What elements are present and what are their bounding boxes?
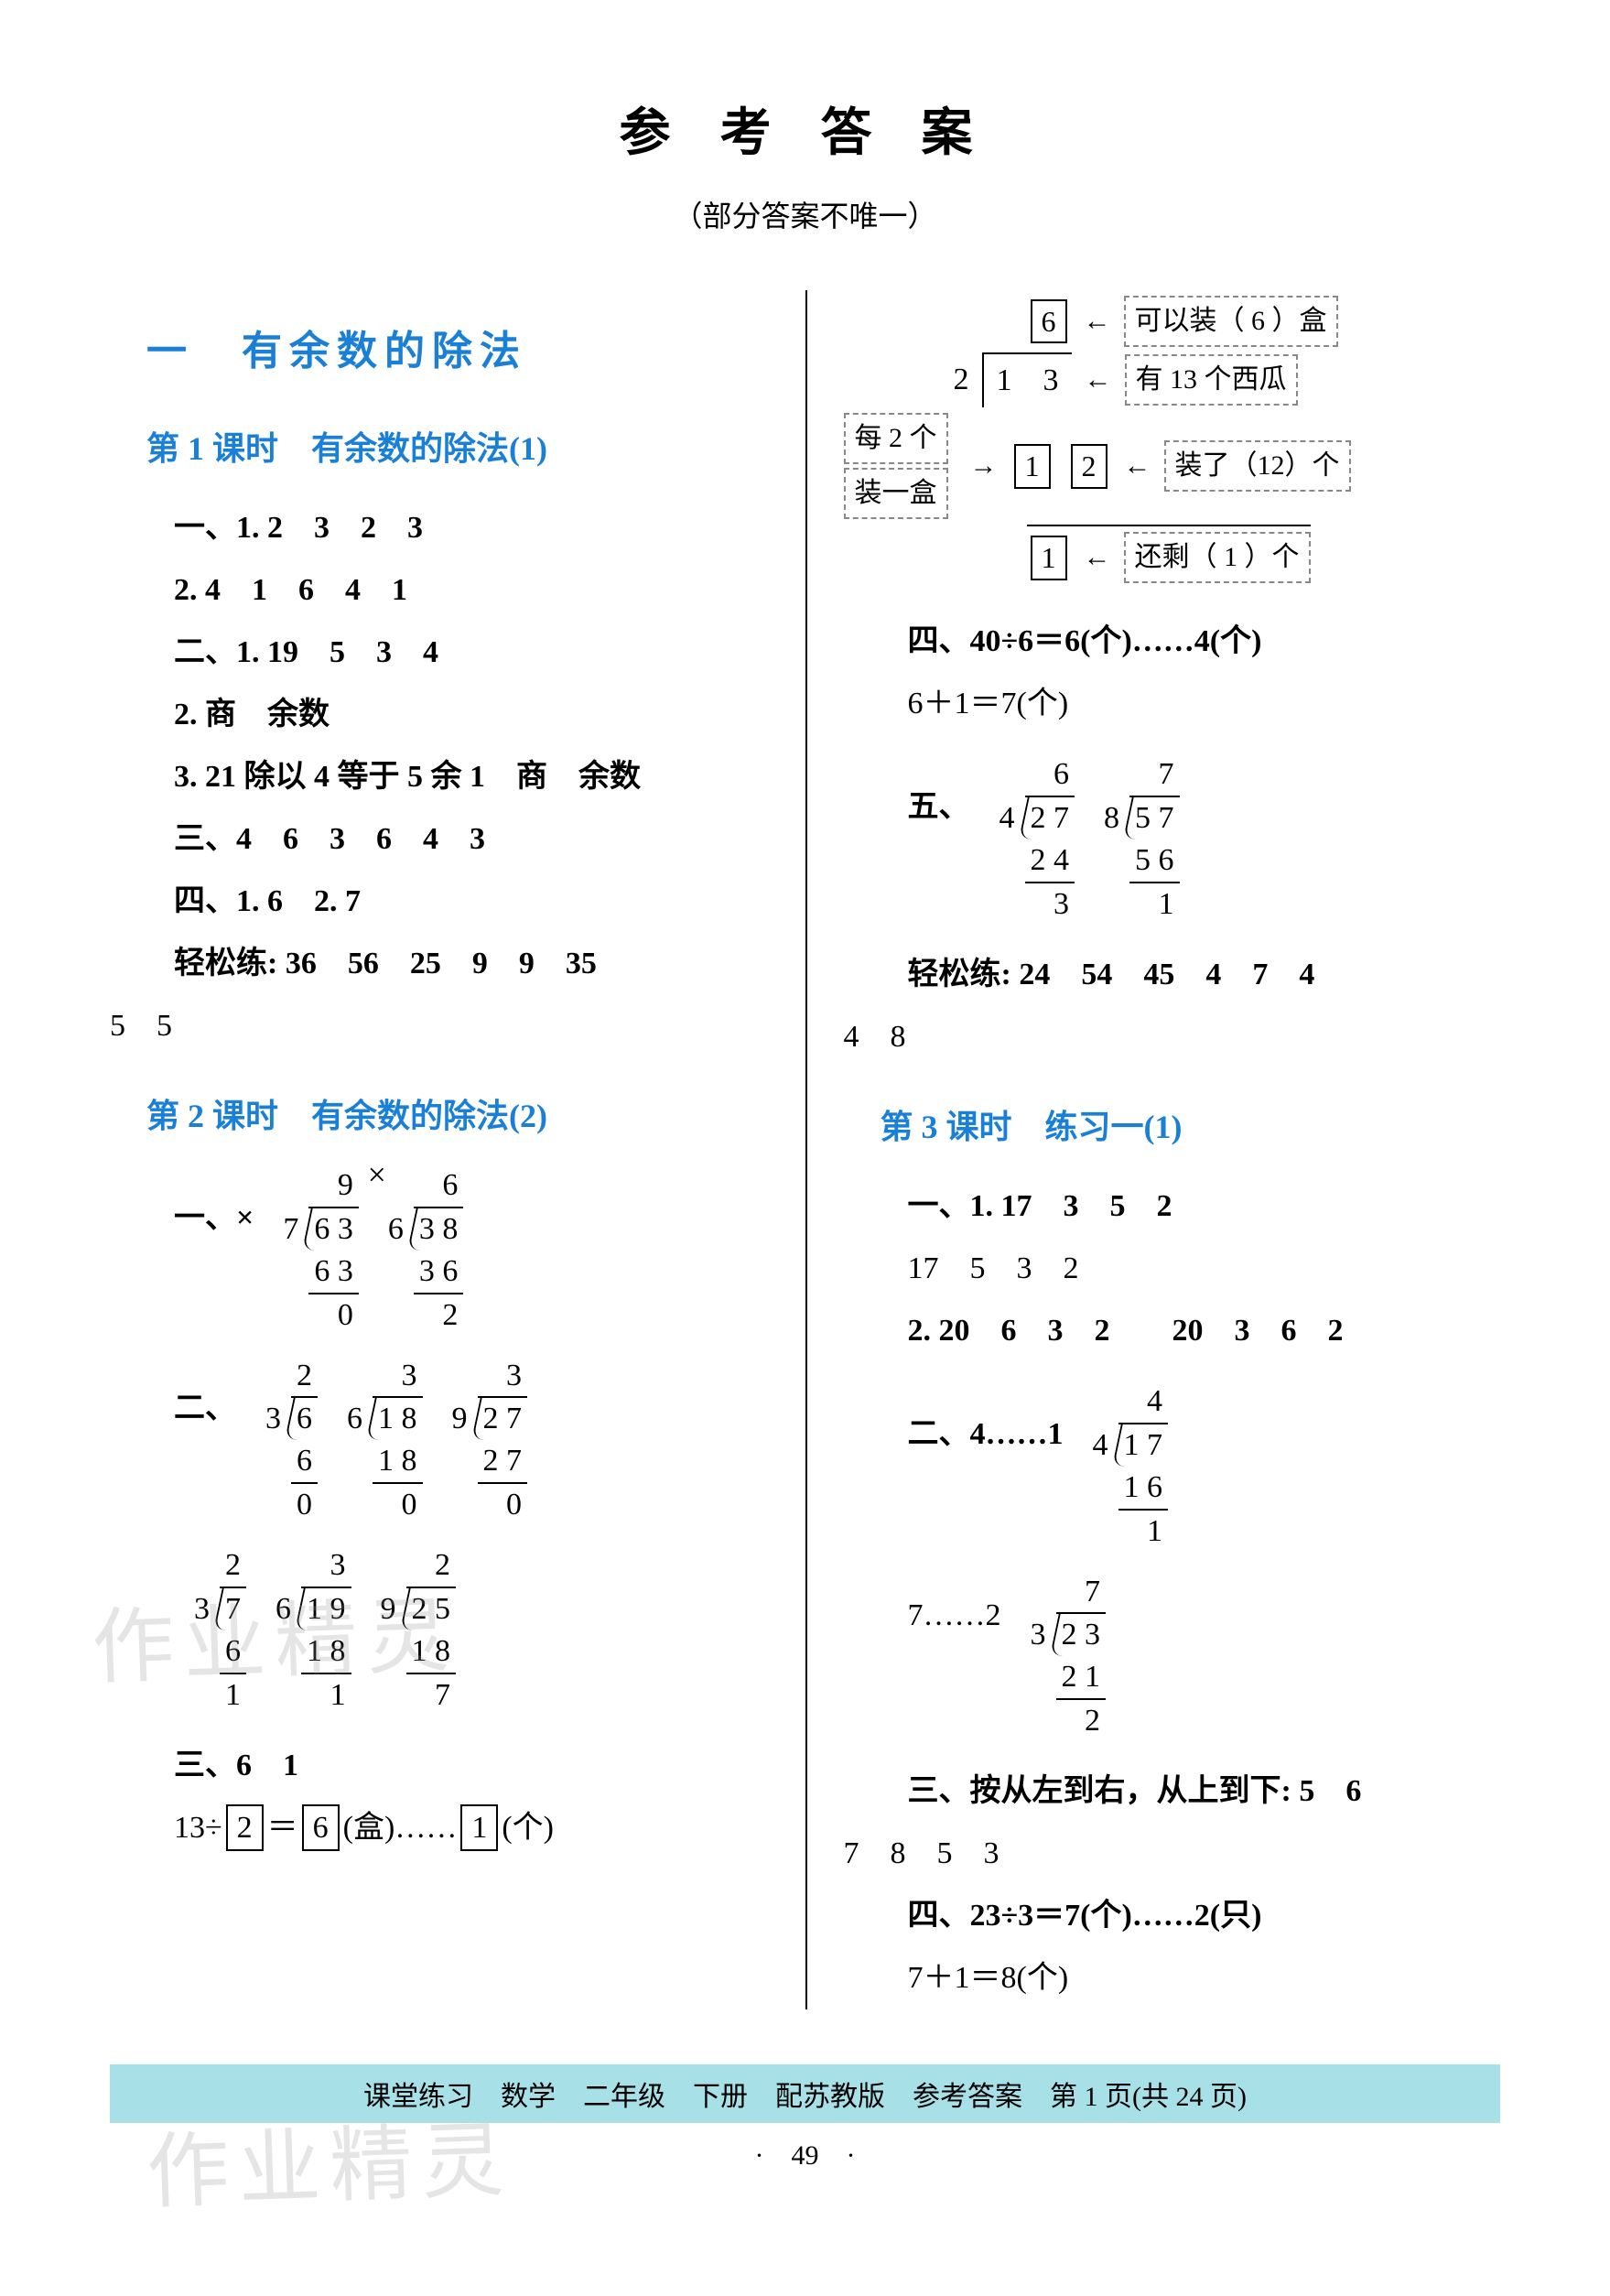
answer-line: 2. 20 6 3 2 20 3 6 2 <box>908 1300 1501 1362</box>
row-label: 一、× <box>174 1164 254 1237</box>
page-number: · 49 · <box>110 2132 1500 2172</box>
long-division: 4 41 7 1 6 1 <box>1118 1381 1169 1553</box>
annotation: 有 13 个西瓜 <box>1125 354 1298 406</box>
answer-line: 轻松练: 36 56 25 9 9 35 <box>174 933 769 995</box>
boxed-value: 6 <box>302 1804 340 1852</box>
answer-line: 5 5 <box>110 995 769 1057</box>
long-division: 7 32 3 2 1 2 <box>1056 1571 1107 1743</box>
answer-line: 2. 4 1 6 4 1 <box>174 559 769 622</box>
long-division: 2 36 6 0 <box>291 1355 318 1527</box>
row-label: 二、4……1 <box>908 1381 1064 1453</box>
long-division: 3 61 9 1 8 1 <box>301 1544 351 1717</box>
answer-line: 13÷2＝6(盒)……1(个) <box>174 1797 769 1859</box>
lesson1-heading: 第 1 课时 有余数的除法(1) <box>146 422 769 470</box>
boxed-value: 1 <box>1031 536 1067 580</box>
long-division-row: 五、 6 42 7 2 4 3 7 85 7 5 6 1 <box>908 753 1501 926</box>
long-division: 3 61 8 1 8 0 <box>373 1355 423 1527</box>
arrow-icon: ← <box>1085 358 1112 402</box>
answer-line: 4 8 <box>844 1006 1501 1068</box>
answer-line: 三、4 6 3 6 4 3 <box>174 808 769 871</box>
answer-line: 四、40÷6＝6(个)……4(个) <box>908 611 1501 673</box>
answer-line: 三、6 1 <box>174 1735 769 1797</box>
divisor: 2 <box>954 355 969 405</box>
answer-line: 一、1. 2 3 2 3 <box>174 497 769 559</box>
long-division-row: 一、× × 9 76 3 6 3 0 6 63 8 3 6 2 <box>174 1164 769 1337</box>
right-column: 6 ← 可以装（ 6 ）盒 2 1 3 ← 有 13 个西瓜 每 2 个 装一盒… <box>805 290 1501 2009</box>
answer-line: 四、23÷3＝7(个)……2(只) <box>908 1885 1501 1947</box>
answer-line: 3. 21 除以 4 等于 5 余 1 商 余数 <box>174 746 769 808</box>
dividend: 1 3 <box>982 352 1072 407</box>
annotation: 装了（12）个 <box>1164 440 1351 492</box>
answer-line: 7＋1＝8(个) <box>908 1947 1501 2009</box>
long-division: 3 92 7 2 7 0 <box>478 1355 528 1527</box>
long-division: 6 42 7 2 4 3 <box>1025 753 1075 926</box>
answer-line: 三、按从左到右，从上到下: 5 6 <box>908 1760 1501 1823</box>
answer-line: 7 8 5 3 <box>844 1823 1501 1885</box>
answer-line: 轻松练: 24 54 45 4 7 4 <box>908 944 1501 1006</box>
division-diagram: 6 ← 可以装（ 6 ）盒 2 1 3 ← 有 13 个西瓜 每 2 个 装一盒… <box>844 296 1501 583</box>
answer-line: 6＋1＝7(个) <box>908 673 1501 735</box>
answer-line: 四、1. 6 2. 7 <box>174 871 769 933</box>
long-division: 7 85 7 5 6 1 <box>1129 753 1180 926</box>
arrow-icon: ← <box>1084 299 1111 343</box>
boxed-value: 1 <box>460 1804 498 1852</box>
boxed-value: 2 <box>1071 444 1108 489</box>
row-label: 7……2 <box>908 1571 1001 1633</box>
row-label: 五、 <box>908 753 970 826</box>
chapter-heading: 一 有余数的除法 <box>146 318 769 376</box>
long-division: 9 76 3 6 3 0 <box>308 1164 359 1337</box>
long-division-row: 二、4……1 4 41 7 1 6 1 <box>908 1381 1501 1553</box>
answer-line: 二、1. 19 5 3 4 <box>174 622 769 684</box>
lesson3-heading: 第 3 课时 练习一(1) <box>881 1100 1501 1148</box>
annotation: 可以装（ 6 ）盒 <box>1124 296 1338 347</box>
answer-line: 2. 商 余数 <box>174 684 769 746</box>
long-division-row: 2 37 6 1 3 61 9 1 8 1 2 92 5 1 8 7 <box>220 1544 769 1717</box>
annotation: 每 2 个 <box>844 413 948 464</box>
long-division-row: 7……2 7 32 3 2 1 2 <box>908 1571 1501 1743</box>
boxed-value: 2 <box>226 1804 264 1852</box>
boxed-value: 6 <box>1031 299 1067 344</box>
left-column: 一 有余数的除法 第 1 课时 有余数的除法(1) 一、1. 2 3 2 3 2… <box>110 290 805 2009</box>
long-division: 6 63 8 3 6 2 <box>414 1164 464 1337</box>
annotation: 装一盒 <box>844 468 948 519</box>
subtitle: （部分答案不唯一） <box>110 193 1500 235</box>
mark-x: × <box>368 1155 386 1194</box>
arrow-icon: → <box>970 444 998 488</box>
arrow-icon: ← <box>1124 444 1151 488</box>
annotation: 还剩（ 1 ）个 <box>1124 532 1311 583</box>
boxed-value: 1 <box>1014 444 1051 489</box>
long-division: 2 92 5 1 8 7 <box>406 1544 457 1717</box>
long-division-row: 二、 2 36 6 0 3 61 8 1 8 0 3 92 7 2 7 0 <box>174 1355 769 1527</box>
row-label: 二、 <box>174 1355 236 1427</box>
answer-line: 一、1. 17 3 5 2 <box>908 1175 1501 1238</box>
two-column-layout: 一 有余数的除法 第 1 课时 有余数的除法(1) 一、1. 2 3 2 3 2… <box>110 290 1500 2009</box>
page-title: 参 考 答 案 <box>110 92 1500 166</box>
answer-line: 17 5 3 2 <box>908 1238 1501 1300</box>
arrow-icon: ← <box>1084 536 1111 579</box>
long-division: 2 37 6 1 <box>220 1544 246 1717</box>
lesson2-heading: 第 2 课时 有余数的除法(2) <box>146 1089 769 1137</box>
footer-band: 课堂练习 数学 二年级 下册 配苏教版 参考答案 第 1 页(共 24 页) <box>110 2064 1500 2123</box>
